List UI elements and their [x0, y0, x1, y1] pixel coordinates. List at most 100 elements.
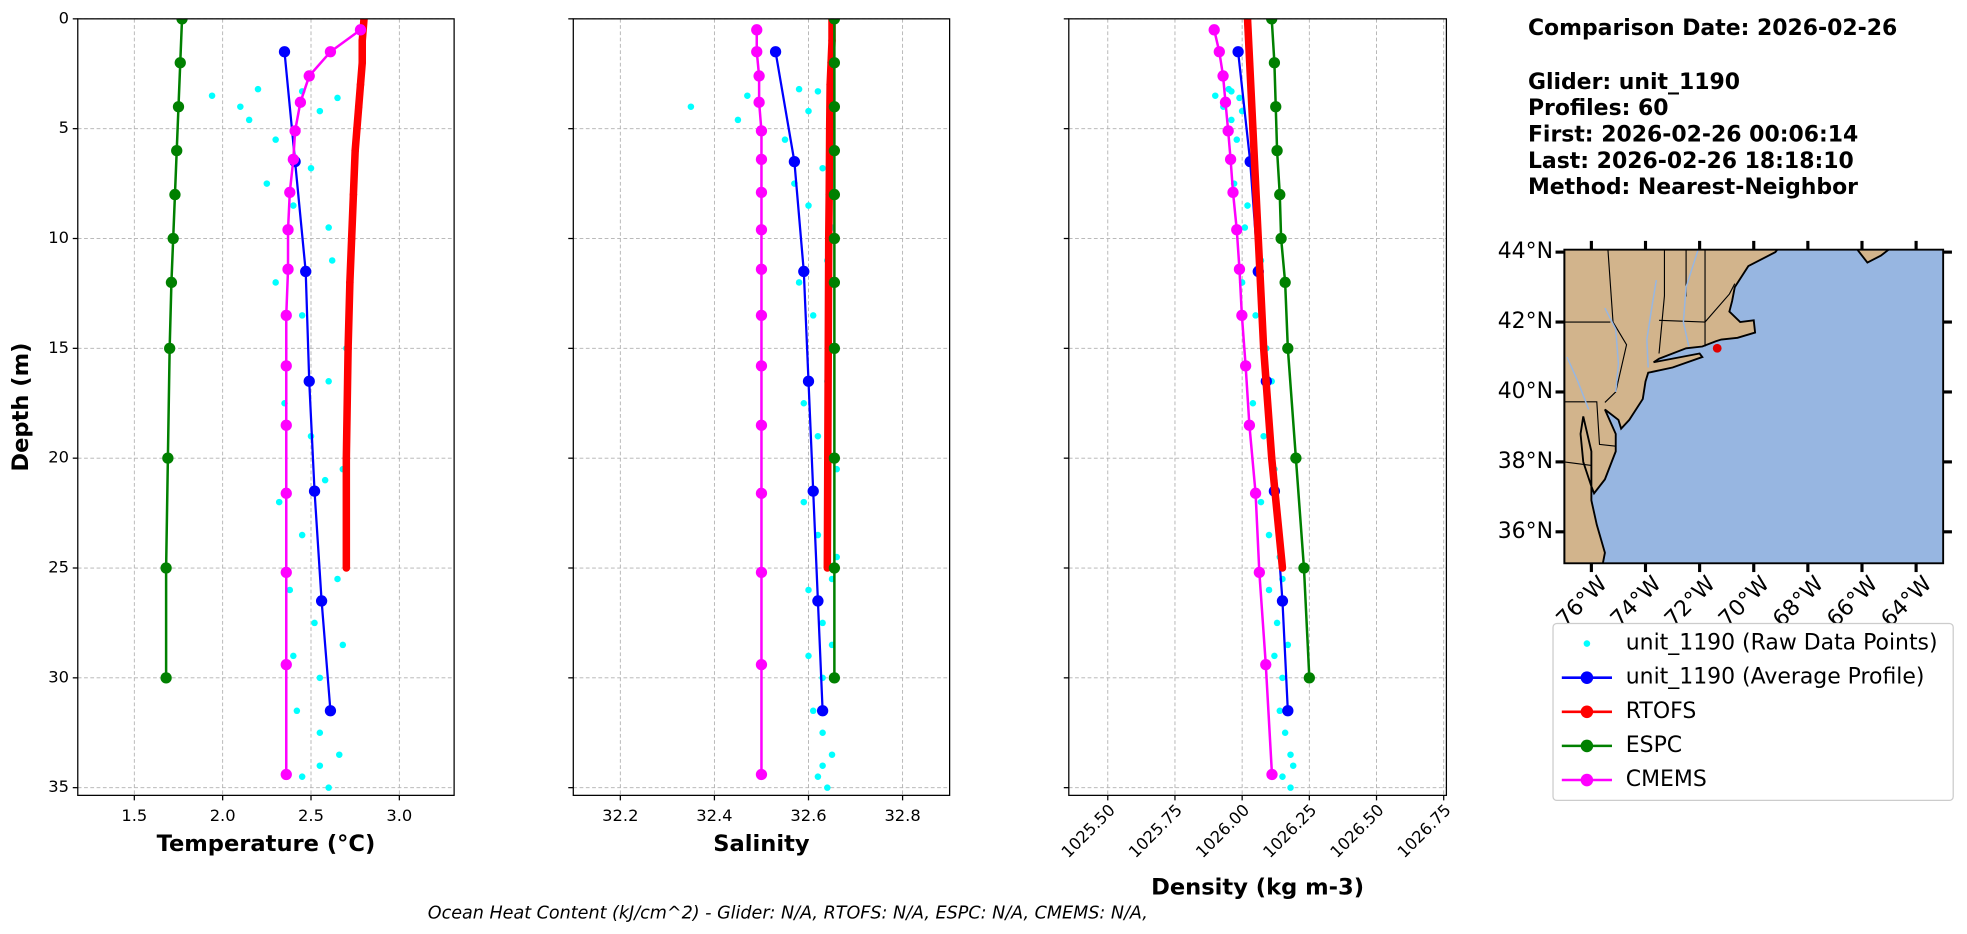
raw-point [1236, 94, 1243, 102]
raw-point [1257, 498, 1265, 506]
legend-symbol [1580, 773, 1594, 787]
border [1564, 461, 1592, 466]
profile-marker [280, 360, 292, 372]
raw-point [781, 136, 789, 143]
profile-marker [755, 487, 768, 499]
profile-marker [351, 146, 359, 155]
profile-marker [1274, 188, 1286, 201]
profile-marker [349, 190, 358, 199]
raw-point [1281, 729, 1289, 737]
x-tick-label: 32.8 [884, 806, 920, 825]
profile-marker [1219, 96, 1232, 108]
raw-point [245, 116, 253, 124]
profile-marker [324, 46, 337, 58]
raw-point [275, 498, 283, 506]
raw-point [263, 180, 271, 187]
y-tick-label: 0 [59, 8, 69, 27]
profile-marker [289, 125, 301, 137]
profile-marker [828, 342, 841, 354]
legend-label: CMEMS [1626, 767, 1707, 792]
raw-point [819, 619, 826, 627]
raw-point [316, 107, 324, 115]
raw-point [298, 773, 306, 780]
raw-point [334, 94, 341, 102]
border [1604, 249, 1628, 403]
map-y-tick-label: 36°N [1498, 519, 1553, 544]
profile-marker [802, 375, 815, 387]
raw-point [1265, 586, 1273, 594]
raw-point [814, 773, 822, 780]
raw-point [307, 164, 315, 172]
profile-marker [162, 452, 174, 464]
profile-marker [755, 224, 768, 236]
profile-marker [347, 234, 356, 243]
raw-point [805, 107, 812, 115]
profile-marker [828, 144, 841, 157]
legend: unit_1190 (Raw Data Points) unit_1190 (Av… [1552, 622, 1954, 802]
raw-point [795, 279, 803, 286]
raw-point [290, 202, 297, 209]
raw-point [298, 312, 306, 319]
profile-marker [1222, 125, 1234, 137]
profile-marker [755, 186, 768, 199]
profile-marker [1236, 309, 1248, 322]
panel: 32.2 32.4 32.6 32.8 Salinity [568, 18, 951, 857]
profile-marker [755, 309, 768, 322]
profile-marker [1270, 101, 1282, 113]
profile-marker [1276, 595, 1289, 607]
profile-marker [825, 124, 834, 133]
river [1646, 279, 1658, 368]
profile-marker [1259, 344, 1268, 353]
map-content [1564, 249, 1891, 564]
y-axis-label: Depth (m) [8, 343, 34, 472]
land [1856, 249, 1891, 264]
raw-point [814, 88, 822, 95]
profile-marker [169, 188, 181, 201]
map-y-tick-label: 38°N [1498, 449, 1553, 474]
raw-point [1244, 202, 1251, 209]
raw-point [208, 92, 216, 99]
legend-label: ESPC [1626, 733, 1682, 758]
legend-label: RTOFS [1626, 699, 1696, 724]
x-axis-label: Salinity [713, 831, 810, 857]
profile-marker [1249, 124, 1257, 133]
x-tick-label: 1.5 [121, 806, 147, 825]
profile-marker [788, 155, 801, 168]
profile-marker [1271, 144, 1283, 157]
legend-symbol [1580, 705, 1594, 719]
raw-point [336, 751, 343, 758]
raw-point [1233, 136, 1241, 143]
river [1566, 356, 1590, 410]
raw-point [325, 224, 332, 231]
x-tick-label: 2.5 [298, 806, 324, 825]
profile-marker [755, 659, 768, 671]
profile-marker [826, 80, 834, 89]
profile-line [755, 29, 763, 775]
plot-area [1208, 18, 1315, 791]
profile-line [342, 18, 368, 569]
x-tick-label: 1025.50 [1058, 800, 1119, 861]
y-tick-label: 25 [48, 558, 69, 577]
profile-marker [828, 57, 841, 69]
profile-marker [1233, 263, 1246, 275]
profile-marker [1303, 672, 1315, 684]
x-tick-label: 2.0 [210, 806, 236, 825]
x-tick-label: 1025.75 [1125, 800, 1186, 861]
profile-marker [1243, 419, 1256, 431]
profile-marker [353, 124, 361, 133]
profile-marker [828, 188, 841, 201]
profile-marker [755, 263, 768, 275]
map: 76°W74°W72°W70°W68°W66°W64°W36°N38°N40°N… [1498, 239, 1952, 632]
panel: 1025.50 1025.75 1026.00 1026.25 1026.50 1026.… [1058, 18, 1455, 901]
profile-marker [342, 454, 351, 462]
profile-marker [769, 46, 782, 58]
profile-marker [280, 659, 292, 671]
info-line: Method: Nearest-Neighbor [1528, 175, 1858, 200]
profile-marker [1275, 232, 1287, 245]
profile-marker [342, 564, 351, 572]
legend-symbol [1583, 640, 1591, 647]
raw-point [254, 85, 262, 93]
raw-point [1265, 531, 1273, 539]
x-tick-label: 1026.75 [1394, 800, 1455, 861]
